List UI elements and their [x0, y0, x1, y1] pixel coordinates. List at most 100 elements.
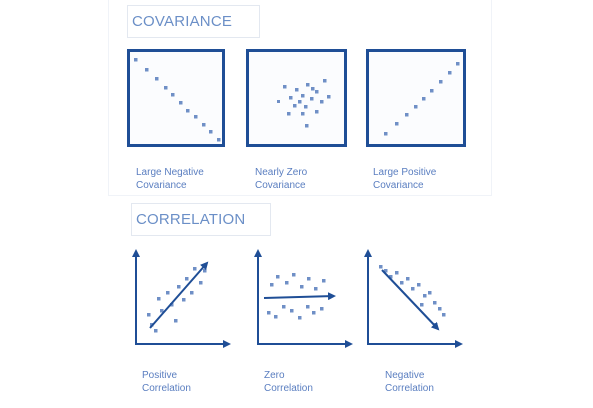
large-negative-covariance-plot [127, 49, 225, 147]
scatter-point [311, 87, 315, 91]
scatter-point [157, 297, 161, 301]
scatter-point [384, 132, 388, 136]
scatter-point [293, 104, 297, 108]
scatter-point [290, 309, 294, 313]
positive-correlation-caption: Positive Correlation [142, 370, 191, 394]
scatter-point [199, 281, 203, 285]
scatter-point [154, 329, 158, 333]
nearly-zero-covariance-plot [246, 49, 347, 147]
scatter-point [439, 80, 443, 84]
scatter-point [298, 100, 302, 104]
scatter-point [295, 88, 299, 92]
scatter-point [430, 89, 434, 93]
covariance-title: COVARIANCE [127, 5, 260, 38]
scatter-point [420, 303, 424, 307]
trend-arrow [149, 261, 209, 329]
scatter-point [306, 83, 310, 87]
scatter-point [166, 291, 170, 295]
scatter-point [389, 275, 393, 279]
scatter-point [301, 94, 305, 98]
positive-correlation-graphic [132, 249, 231, 348]
scatter-point [320, 100, 324, 104]
scatter-point [134, 58, 138, 62]
scatter-point [147, 313, 151, 317]
scatter-point [193, 267, 197, 271]
zero-correlation-plot [252, 245, 357, 350]
scatter-point [314, 287, 318, 291]
scatter-point [428, 291, 432, 295]
scatter-point [171, 93, 175, 97]
scatter-point [289, 96, 293, 100]
scatter-point [384, 269, 388, 273]
correlation-title: CORRELATION [131, 203, 271, 236]
scatter-point [177, 285, 181, 289]
scatter-point [414, 105, 418, 109]
scatter-point [307, 277, 311, 281]
scatter-point [422, 97, 426, 101]
scatter-point [186, 109, 190, 113]
scatter-point [417, 283, 421, 287]
scatter-point [315, 110, 319, 114]
scatter-point [274, 315, 278, 319]
scatter-point [179, 101, 183, 105]
scatter-point [406, 277, 410, 281]
scatter-point [433, 301, 437, 305]
large-positive-covariance-caption: Large Positive Covariance [373, 167, 437, 191]
scatter-point [395, 271, 399, 275]
nearly-zero-covariance-caption: Nearly Zero Covariance [255, 167, 308, 191]
scatter-point [323, 79, 327, 83]
scatter-point [298, 316, 302, 320]
scatter-point [270, 283, 274, 287]
positive-correlation-plot [130, 245, 235, 350]
scatter-point [395, 122, 399, 126]
scatter-point [267, 311, 271, 315]
scatter-point [155, 77, 159, 81]
scatter-point [282, 305, 286, 309]
scatter-point [194, 115, 198, 119]
scatter-point [145, 68, 149, 72]
scatter-point [285, 281, 289, 285]
scatter-point [170, 303, 174, 307]
trend-arrow [381, 269, 440, 331]
scatter-point [456, 62, 460, 66]
scatter-point [305, 124, 309, 128]
scatter-point [312, 311, 316, 315]
scatter-point [315, 90, 319, 94]
scatter-point [283, 85, 287, 89]
scatter-point [411, 287, 415, 291]
scatter-point [202, 123, 206, 127]
zero-correlation-graphic [254, 249, 353, 348]
zero-correlation-caption: Zero Correlation [264, 370, 313, 394]
scatter-point [301, 112, 305, 116]
large-negative-covariance-caption: Large Negative Covariance [136, 167, 204, 191]
scatter-point [306, 305, 310, 309]
scatter-point [304, 105, 308, 109]
negative-correlation-graphic [364, 249, 463, 348]
nearly-zero-covariance-points [277, 79, 331, 128]
scatter-point [174, 319, 178, 323]
scatter-point [423, 294, 427, 298]
scatter-point [327, 95, 331, 99]
scatter-point [160, 309, 164, 313]
scatter-point [203, 269, 207, 273]
scatter-point [320, 307, 324, 311]
scatter-point [277, 100, 280, 103]
trend-arrow [263, 292, 336, 301]
scatter-point [185, 277, 189, 281]
scatter-point [400, 281, 404, 285]
scatter-point [300, 285, 304, 289]
large-negative-covariance-points [134, 58, 221, 142]
scatter-point [405, 113, 409, 117]
large-positive-covariance-points [384, 62, 460, 136]
scatter-point [379, 265, 383, 269]
scatter-point [164, 86, 168, 90]
negative-correlation-caption: Negative Correlation [385, 370, 434, 394]
scatter-point [310, 97, 314, 101]
scatter-point [322, 279, 326, 283]
scatter-point [190, 291, 194, 295]
scatter-point [209, 130, 213, 134]
scatter-point [448, 71, 452, 75]
scatter-point [182, 298, 186, 302]
negative-correlation-plot [362, 245, 467, 350]
scatter-point [287, 112, 291, 116]
